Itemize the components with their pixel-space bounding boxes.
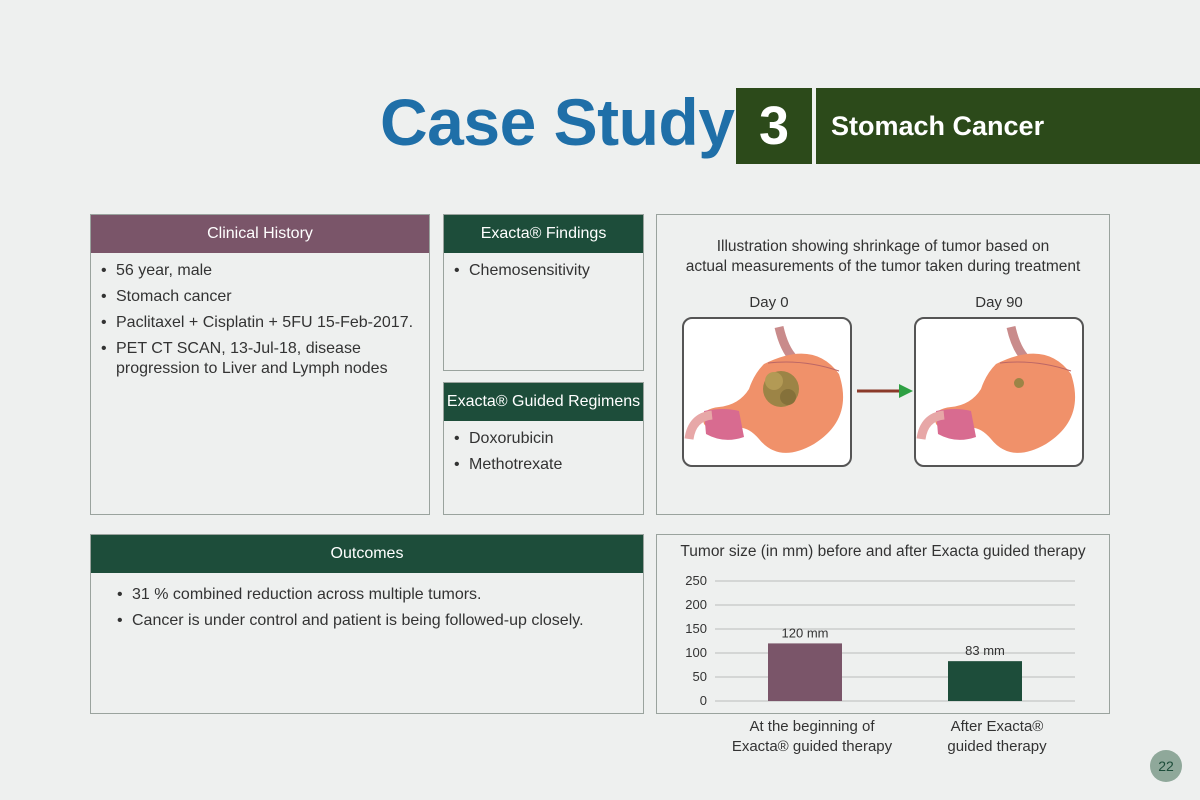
- list-item: PET CT SCAN, 13-Jul-18, disease progress…: [99, 339, 419, 379]
- illustration-panel: Illustration showing shrinkage of tumor …: [656, 214, 1110, 515]
- bar: [768, 643, 842, 701]
- findings-list: Chemosensitivity: [444, 253, 643, 281]
- regimens-list: Doxorubicin Methotrexate: [444, 421, 643, 475]
- arrow-icon: [857, 384, 913, 398]
- regimens-heading: Exacta® Guided Regimens: [444, 383, 643, 421]
- caption-line: actual measurements of the tumor taken d…: [685, 258, 1081, 275]
- data-label: 83 mm: [965, 643, 1005, 658]
- category-label-after: After Exacta® guided therapy: [897, 717, 1097, 757]
- list-item: Methotrexate: [452, 455, 633, 475]
- stomach-before-image: [682, 317, 852, 467]
- bar: [948, 661, 1022, 701]
- clinical-history-heading: Clinical History: [91, 215, 429, 253]
- y-tick-label: 250: [685, 573, 707, 588]
- y-tick-label: 0: [700, 693, 707, 708]
- tumor-size-chart: Tumor size (in mm) before and after Exac…: [656, 534, 1110, 714]
- clinical-history-panel: Clinical History 56 year, male Stomach c…: [90, 214, 430, 515]
- data-label: 120 mm: [782, 625, 829, 640]
- list-item: Doxorubicin: [452, 429, 633, 449]
- list-item: Paclitaxel + Cisplatin + 5FU 15-Feb-2017…: [99, 313, 419, 333]
- caption-line: Illustration showing shrinkage of tumor …: [716, 238, 1050, 255]
- list-item: 56 year, male: [99, 261, 419, 281]
- list-item: Stomach cancer: [99, 287, 419, 307]
- y-tick-label: 150: [685, 621, 707, 636]
- case-subtitle: Stomach Cancer: [816, 88, 1200, 164]
- list-item: Cancer is under control and patient is b…: [115, 611, 633, 631]
- category-label-line: guided therapy: [947, 738, 1047, 755]
- y-tick-label: 200: [685, 597, 707, 612]
- outcomes-panel: Outcomes 31 % combined reduction across …: [90, 534, 644, 714]
- page-number: 22: [1150, 750, 1182, 782]
- category-label-line: After Exacta®: [950, 718, 1044, 735]
- regimens-panel: Exacta® Guided Regimens Doxorubicin Meth…: [443, 382, 644, 515]
- day-after-label: Day 90: [975, 294, 1023, 311]
- illustration-caption: Illustration showing shrinkage of tumor …: [657, 237, 1109, 277]
- outcomes-list: 31 % combined reduction across multiple …: [91, 573, 643, 631]
- list-item: 31 % combined reduction across multiple …: [115, 585, 633, 605]
- category-label-line: At the beginning of: [749, 718, 875, 735]
- case-number-badge: 3: [736, 88, 812, 164]
- y-tick-label: 50: [693, 669, 707, 684]
- category-label-before: At the beginning of Exacta® guided thera…: [712, 717, 912, 757]
- findings-panel: Exacta® Findings Chemosensitivity: [443, 214, 644, 371]
- category-label-line: Exacta® guided therapy: [731, 738, 893, 755]
- day-before-label: Day 0: [749, 294, 789, 311]
- outcomes-heading: Outcomes: [91, 535, 643, 573]
- page-title: Case Study: [380, 85, 735, 159]
- clinical-history-list: 56 year, male Stomach cancer Paclitaxel …: [91, 253, 429, 379]
- list-item: Chemosensitivity: [452, 261, 633, 281]
- findings-heading: Exacta® Findings: [444, 215, 643, 253]
- y-tick-label: 100: [685, 645, 707, 660]
- stomach-after-image: [914, 317, 1084, 467]
- chart-title: Tumor size (in mm) before and after Exac…: [680, 543, 1086, 560]
- chart-plot: 0 50 100 150 200 250 120 mm 83 mm: [685, 573, 1075, 708]
